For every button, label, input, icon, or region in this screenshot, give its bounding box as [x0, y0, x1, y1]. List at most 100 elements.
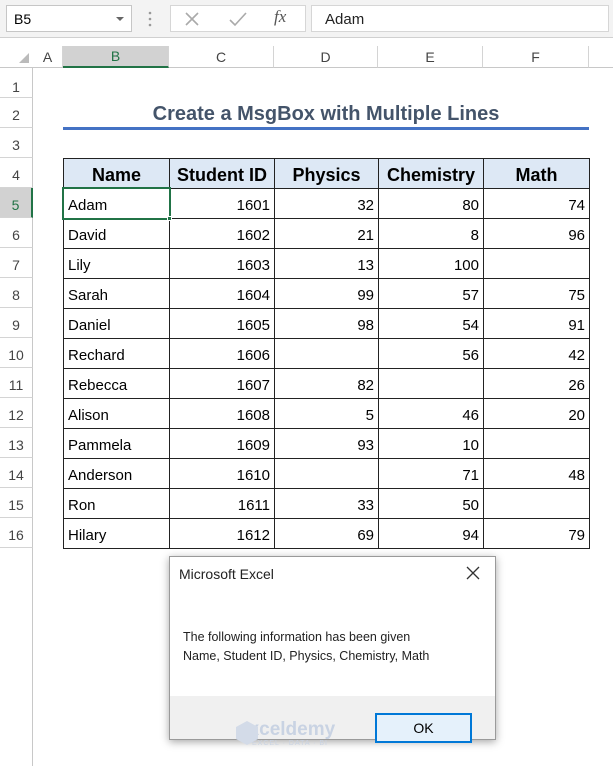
column-header: A — [33, 46, 63, 68]
table-cell: 1610 — [169, 458, 275, 489]
table-cell: David — [63, 218, 170, 249]
table-cell: 42 — [483, 338, 590, 369]
message-line: The following information has been given — [183, 630, 411, 644]
row-header: 14 — [0, 458, 33, 488]
table-cell: Sarah — [63, 278, 170, 309]
table-cell — [483, 488, 590, 519]
select-all[interactable] — [18, 52, 30, 64]
table-cell: 1604 — [169, 278, 275, 309]
close-button[interactable] — [466, 566, 480, 580]
table-cell: Alison — [63, 398, 170, 429]
table-cell: Rebecca — [63, 368, 170, 399]
watermark-name: exceldemy — [238, 719, 336, 740]
ok-label: OK — [413, 720, 434, 736]
table-cell: 98 — [274, 308, 379, 339]
table-cell: Lily — [63, 248, 170, 279]
table-cell: 48 — [483, 458, 590, 489]
table-cell: 74 — [483, 188, 590, 219]
column-header: C — [169, 46, 274, 68]
table-cell — [274, 458, 379, 489]
watermark-logo — [236, 721, 258, 745]
column-header: F — [483, 46, 589, 68]
insert-function-button[interactable]: fx — [274, 7, 287, 26]
table-cell: 57 — [378, 278, 484, 309]
table-cell: 33 — [274, 488, 379, 519]
table-cell: 1601 — [169, 188, 275, 219]
table-cell: 1611 — [169, 488, 275, 519]
table-cell: 1607 — [169, 368, 275, 399]
row-header: 15 — [0, 488, 33, 518]
table-cell: 93 — [274, 428, 379, 459]
watermark-tagline: EXCEL · DATA · BI — [252, 740, 328, 747]
row-header: 16 — [0, 518, 33, 548]
table-cell: 1606 — [169, 338, 275, 369]
column-header: D — [274, 46, 378, 68]
message-box: Microsoft Excel The following informatio… — [169, 556, 496, 747]
table-cell: 69 — [274, 518, 379, 549]
table-cell: 1605 — [169, 308, 275, 339]
table-cell: 1602 — [169, 218, 275, 249]
table-header: Chemistry — [378, 158, 484, 189]
table-cell: 10 — [378, 428, 484, 459]
table-header: Physics — [274, 158, 379, 189]
row-header: 13 — [0, 428, 33, 458]
drag-dots — [148, 11, 152, 27]
table-cell: 82 — [274, 368, 379, 399]
name-box-text: B5 — [14, 11, 32, 27]
table-cell: Ron — [63, 488, 170, 519]
row-header: 9 — [0, 308, 33, 338]
row-header: 3 — [0, 128, 33, 158]
table-cell: 20 — [483, 398, 590, 429]
table-cell: 26 — [483, 368, 590, 399]
enter-button[interactable] — [228, 10, 248, 28]
table-cell — [483, 428, 590, 459]
table-cell: Pammela — [63, 428, 170, 459]
table-cell: 1612 — [169, 518, 275, 549]
table-cell: 1608 — [169, 398, 275, 429]
table-cell: 56 — [378, 338, 484, 369]
row-header: 6 — [0, 218, 33, 248]
table-cell: 96 — [483, 218, 590, 249]
dialog-title: Microsoft Excel — [179, 566, 274, 582]
table-header: Name — [63, 158, 170, 189]
row-header: 10 — [0, 338, 33, 368]
table-header: Math — [483, 158, 590, 189]
column-header: E — [378, 46, 483, 68]
table-cell: 71 — [378, 458, 484, 489]
table-cell: 75 — [483, 278, 590, 309]
table-cell: 13 — [274, 248, 379, 279]
ok-button[interactable]: OK — [375, 713, 472, 743]
row-header: 12 — [0, 398, 33, 428]
row-header: 1 — [0, 73, 33, 98]
table-cell: Rechard — [63, 338, 170, 369]
row-header: 5 — [0, 188, 33, 218]
row-header: 11 — [0, 368, 33, 398]
message-line: Name, Student ID, Physics, Chemistry, Ma… — [183, 649, 430, 663]
table-cell — [483, 248, 590, 279]
table-cell: Daniel — [63, 308, 170, 339]
cancel-button[interactable] — [183, 10, 201, 28]
table-cell: Anderson — [63, 458, 170, 489]
table-cell: 94 — [378, 518, 484, 549]
table-cell: 100 — [378, 248, 484, 279]
table-cell: 32 — [274, 188, 379, 219]
formula-text: Adam — [325, 11, 365, 28]
table-cell: 46 — [378, 398, 484, 429]
row-header: 8 — [0, 278, 33, 308]
dropdown-arrow[interactable] — [114, 14, 126, 24]
table-cell: 99 — [274, 278, 379, 309]
table-cell: 54 — [378, 308, 484, 339]
formula-input[interactable]: Adam — [311, 5, 609, 32]
name-box[interactable]: B5 — [6, 5, 132, 32]
fill-handle — [167, 216, 172, 221]
row-header: 7 — [0, 248, 33, 278]
column-header: B — [63, 46, 169, 68]
table-cell: 1609 — [169, 428, 275, 459]
table-cell: Hilary — [63, 518, 170, 549]
row-header: 2 — [0, 98, 33, 128]
table-cell — [274, 338, 379, 369]
table-cell — [378, 368, 484, 399]
row-header: 4 — [0, 158, 33, 188]
table-cell: 80 — [378, 188, 484, 219]
title-underline — [63, 127, 589, 130]
